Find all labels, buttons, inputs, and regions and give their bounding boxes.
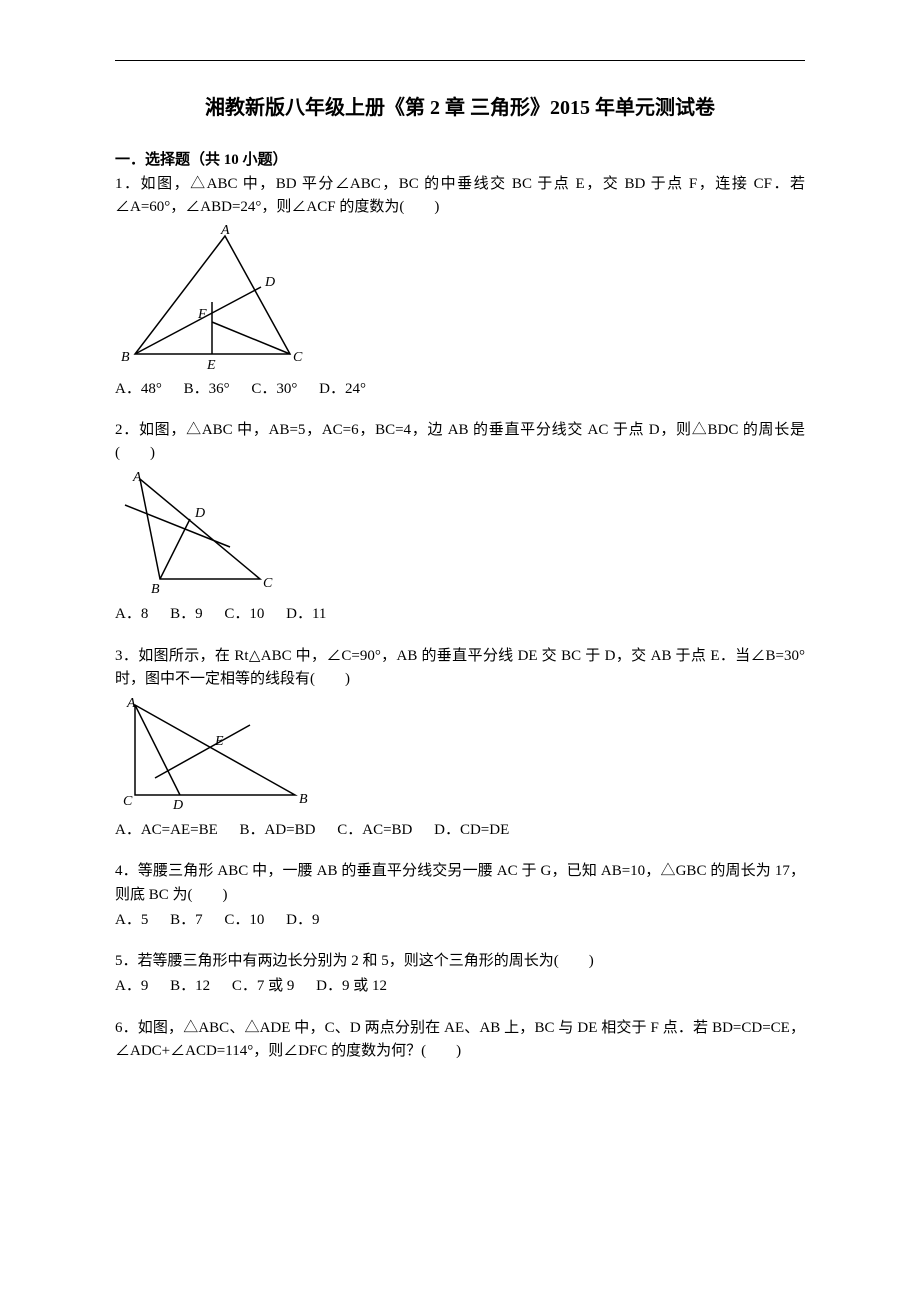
q2-num: 2 — [115, 422, 123, 438]
q2-figure: A B C D — [115, 469, 805, 599]
q3-label-B: B — [299, 792, 308, 807]
q4-opt-a: A．5 — [115, 912, 148, 928]
q3-label-C: C — [123, 794, 133, 809]
q1-svg: A B C D F E — [115, 224, 315, 374]
q6-text: 6．如图，△ABC、△ADE 中，C、D 两点分别在 AE、AB 上，BC 与 … — [115, 1017, 805, 1064]
q1-num: 1 — [115, 176, 123, 192]
q3-num: 3 — [115, 648, 123, 664]
q2-opt-a: A．8 — [115, 606, 148, 622]
section-heading: 一．选择题（共 10 小题） — [115, 148, 805, 169]
q6-num: 6 — [115, 1020, 123, 1036]
q2-opt-d: D．11 — [286, 606, 326, 622]
q1-label-D: D — [264, 275, 275, 290]
q5-text: 5．若等腰三角形中有两边长分别为 2 和 5，则这个三角形的周长为( ) — [115, 950, 805, 973]
q5-opt-d: D．9 或 12 — [316, 978, 387, 994]
q3-svg: A C B D E — [115, 695, 315, 815]
q1-label-F: F — [197, 307, 207, 322]
q6-body: 如图，△ABC、△ADE 中，C、D 两点分别在 AE、AB 上，BC 与 DE… — [115, 1020, 805, 1059]
q1-opt-b: B．36° — [184, 381, 230, 397]
q1-options: A．48° B．36° C．30° D．24° — [115, 378, 805, 401]
q1-label-B: B — [121, 350, 130, 365]
q1-label-C: C — [293, 350, 303, 365]
q4-text: 4．等腰三角形 ABC 中，一腰 AB 的垂直平分线交另一腰 AC 于 G，已知… — [115, 860, 805, 907]
q3-label-E: E — [214, 734, 224, 749]
q5-options: A．9 B．12 C．7 或 9 D．9 或 12 — [115, 975, 805, 998]
q3-label-A: A — [126, 696, 136, 711]
q2-label-D: D — [194, 506, 205, 521]
q2-label-A: A — [132, 470, 142, 485]
q1-opt-a: A．48° — [115, 381, 162, 397]
q5-opt-b: B．12 — [170, 978, 210, 994]
q3-figure: A C B D E — [115, 695, 805, 815]
q2-label-B: B — [151, 582, 160, 597]
q1-body: 如图，△ABC 中，BD 平分∠ABC，BC 的中垂线交 BC 于点 E，交 B… — [115, 176, 805, 215]
q3-opt-b: B．AD=BD — [240, 822, 316, 838]
q5-body: 若等腰三角形中有两边长分别为 2 和 5，则这个三角形的周长为( ) — [138, 953, 594, 969]
q2-opt-c: C．10 — [224, 606, 264, 622]
q4-opt-b: B．7 — [170, 912, 203, 928]
q5-num: 5 — [115, 953, 123, 969]
q2-options: A．8 B．9 C．10 D．11 — [115, 603, 805, 626]
q4-num: 4 — [115, 863, 123, 879]
q1-opt-c: C．30° — [251, 381, 297, 397]
q2-text: 2．如图，△ABC 中，AB=5，AC=6，BC=4，边 AB 的垂直平分线交 … — [115, 419, 805, 466]
q1-opt-d: D．24° — [319, 381, 366, 397]
q3-opt-a: A．AC=AE=BE — [115, 822, 218, 838]
q3-text: 3．如图所示，在 Rt△ABC 中，∠C=90°，AB 的垂直平分线 DE 交 … — [115, 645, 805, 692]
q1-text: 1．如图，△ABC 中，BD 平分∠ABC，BC 的中垂线交 BC 于点 E，交… — [115, 173, 805, 220]
page: 湘教新版八年级上册《第 2 章 三角形》2015 年单元测试卷 一．选择题（共 … — [0, 0, 920, 1302]
q4-options: A．5 B．7 C．10 D．9 — [115, 909, 805, 932]
q5-opt-a: A．9 — [115, 978, 148, 994]
q3-body: 如图所示，在 Rt△ABC 中，∠C=90°，AB 的垂直平分线 DE 交 BC… — [115, 648, 805, 687]
q2-body: 如图，△ABC 中，AB=5，AC=6，BC=4，边 AB 的垂直平分线交 AC… — [115, 422, 805, 461]
q1-figure: A B C D F E — [115, 224, 805, 374]
q3-opt-d: D．CD=DE — [434, 822, 509, 838]
q2-label-C: C — [263, 576, 273, 591]
q3-label-D: D — [172, 798, 183, 813]
q2-svg: A B C D — [115, 469, 285, 599]
q3-options: A．AC=AE=BE B．AD=BD C．AC=BD D．CD=DE — [115, 819, 805, 842]
exam-title: 湘教新版八年级上册《第 2 章 三角形》2015 年单元测试卷 — [115, 91, 805, 120]
q4-opt-d: D．9 — [286, 912, 319, 928]
top-rule — [115, 60, 805, 61]
q3-opt-c: C．AC=BD — [337, 822, 412, 838]
q4-opt-c: C．10 — [224, 912, 264, 928]
q4-body: 等腰三角形 ABC 中，一腰 AB 的垂直平分线交另一腰 AC 于 G，已知 A… — [115, 863, 805, 902]
q1-label-E: E — [206, 358, 216, 373]
q2-opt-b: B．9 — [170, 606, 203, 622]
q1-label-A: A — [220, 224, 230, 238]
q5-opt-c: C．7 或 9 — [232, 978, 295, 994]
